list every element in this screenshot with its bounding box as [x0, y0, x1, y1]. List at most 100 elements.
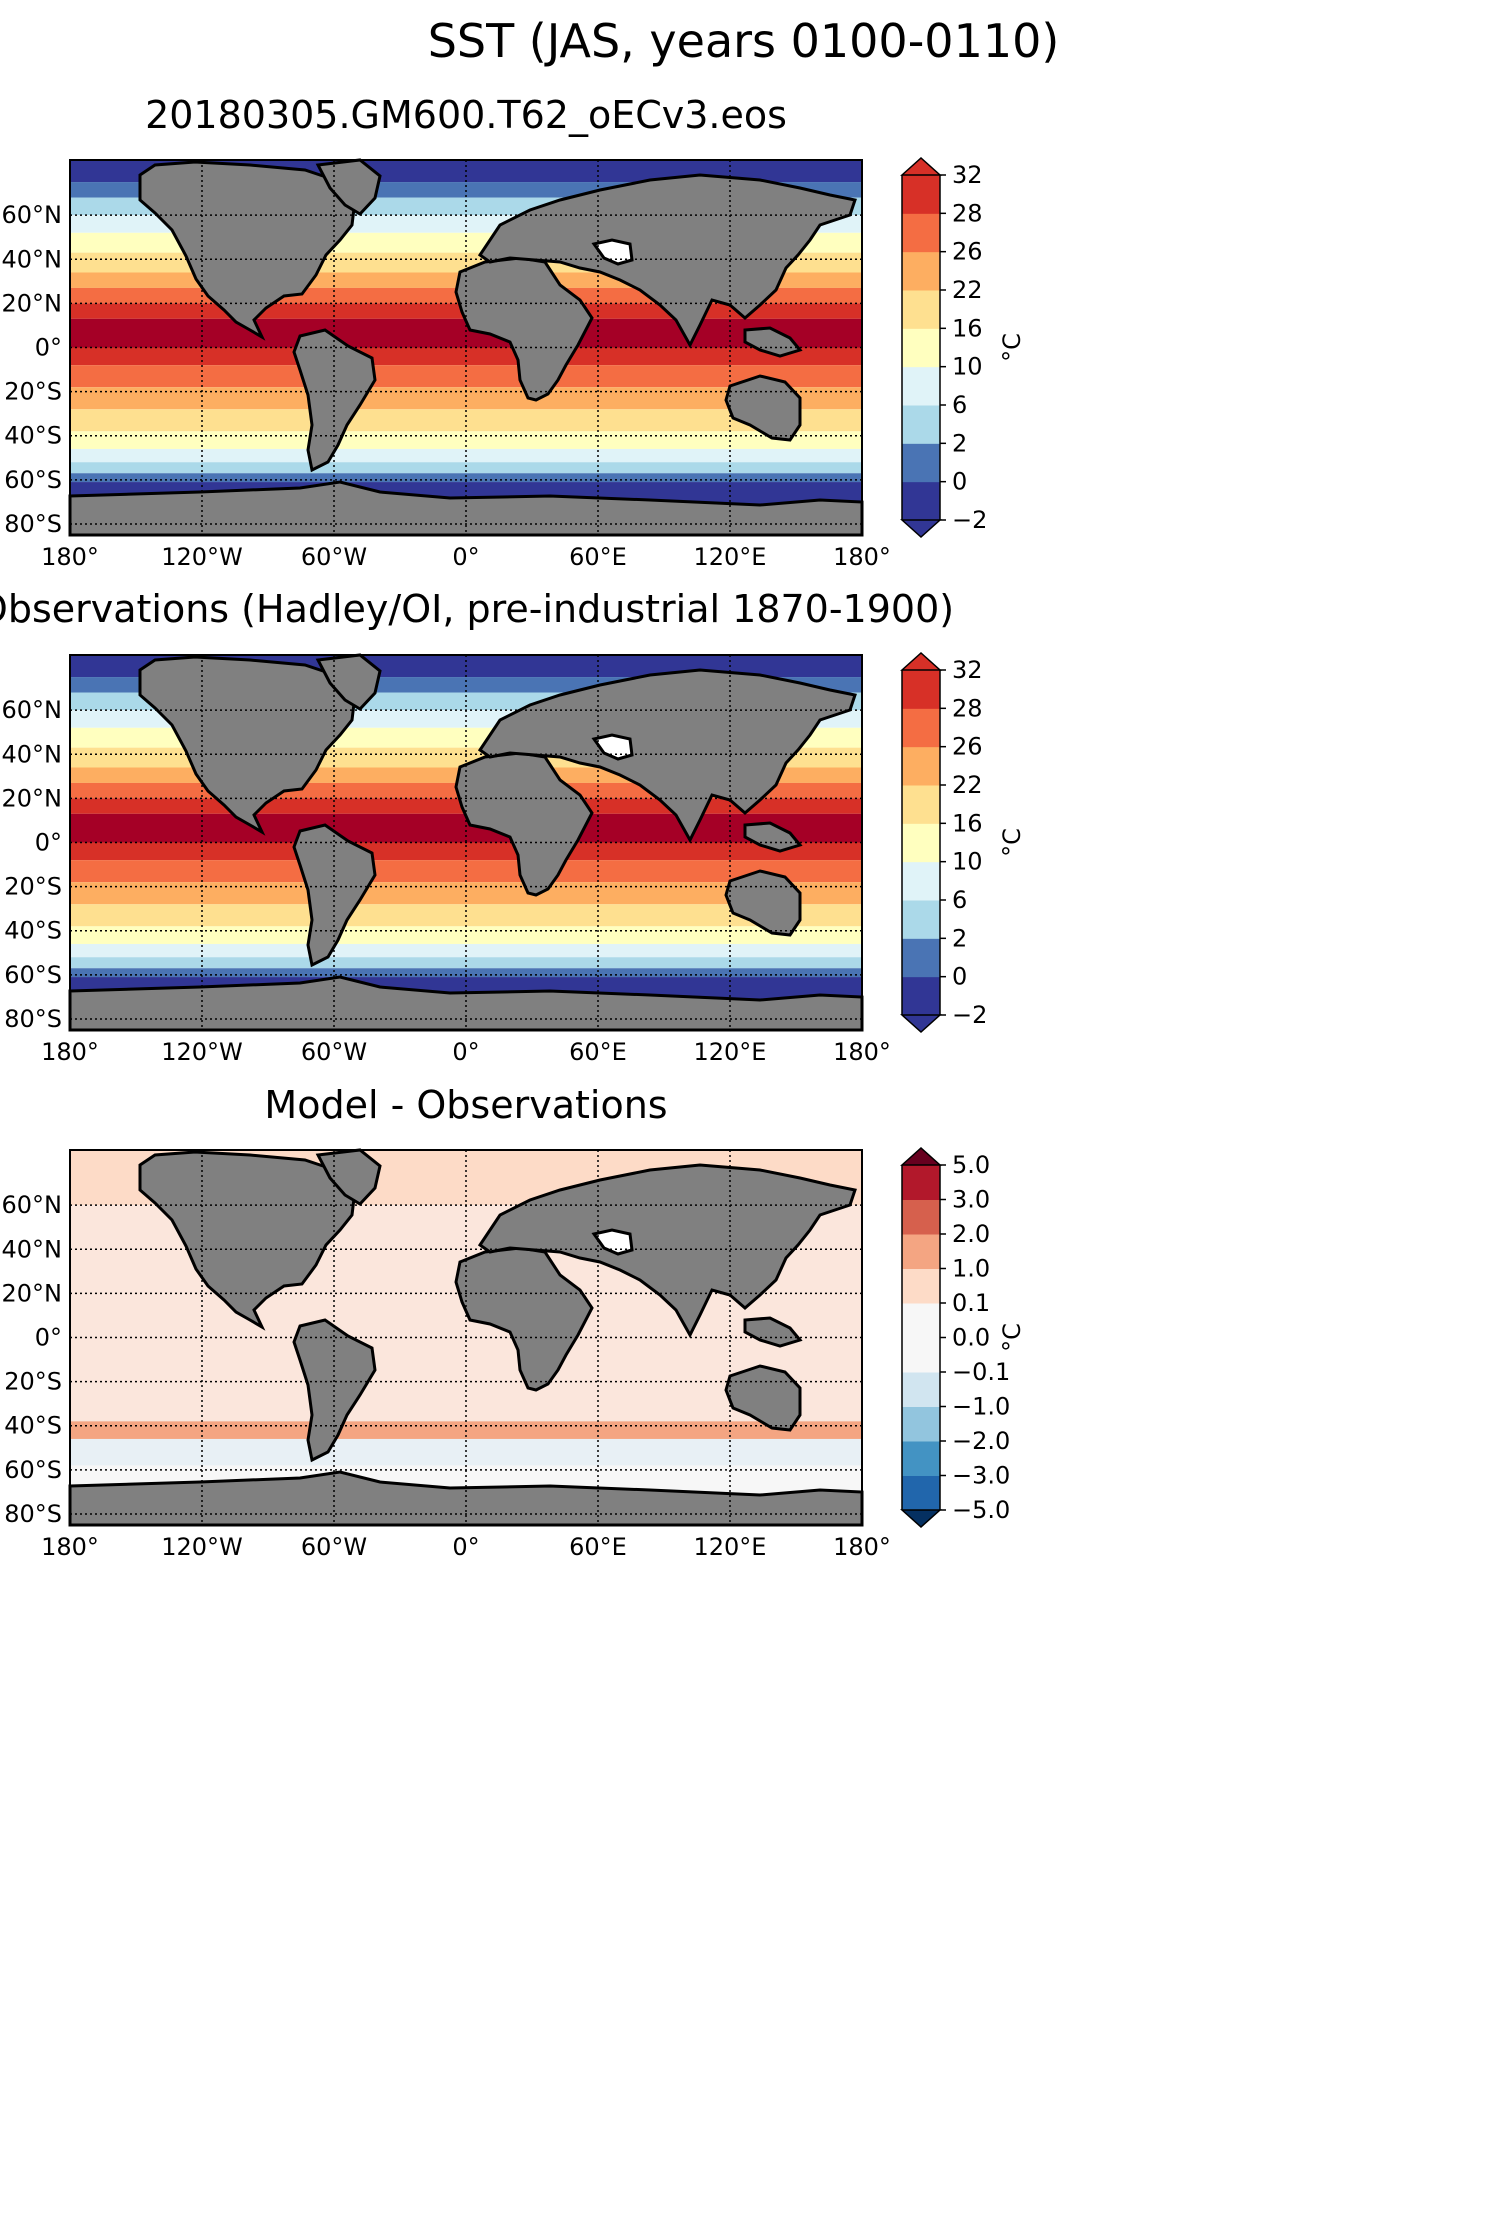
y-tick-label: 20°N — [2, 784, 63, 812]
plot-frame — [69, 654, 863, 1031]
colorbar-extend-top — [900, 1146, 942, 1166]
colorbar-tick-label: 6 — [952, 886, 967, 914]
panel-title: Model - Observations — [264, 1083, 667, 1127]
colorbar-tick-label: −2 — [952, 506, 987, 534]
y-tick-label: 20°S — [4, 873, 62, 901]
x-tick-label: 180° — [833, 1533, 891, 1561]
y-tick-label: 0° — [35, 1324, 62, 1352]
y-tick-label: 20°S — [4, 1368, 62, 1396]
colorbar-tick-label: 3.0 — [952, 1186, 990, 1214]
colorbar-tick-label: 10 — [952, 353, 983, 381]
x-tick-label: 180° — [41, 1533, 99, 1561]
colorbar-segment — [902, 785, 940, 824]
colorbar-tick-label: 0.0 — [952, 1324, 990, 1352]
colorbar-extend-bottom — [900, 1509, 942, 1529]
colorbar-segment — [902, 900, 940, 939]
data-band — [70, 462, 862, 474]
colorbar: −5.0 −3.0 −2.0 −1.0 −0.1 0.0 0.1 1.0 2.0 3.0 5.0 °C — [900, 1146, 1026, 1529]
y-tick-label: 40°N — [2, 740, 63, 768]
colorbar-tick-label: 26 — [952, 733, 983, 761]
colorbar-tick-label: 26 — [952, 238, 983, 266]
colorbar-segment — [902, 1441, 940, 1476]
colorbar-tick-label: −1.0 — [952, 1393, 1010, 1421]
colorbar-segment — [902, 976, 940, 1016]
y-tick-label: 60°S — [4, 961, 62, 989]
colorbar-extend-bottom — [900, 519, 942, 539]
colorbar-extend-bottom — [900, 1014, 942, 1034]
y-tick-label: 20°N — [2, 1279, 63, 1307]
y-tick-label: 40°S — [4, 1412, 62, 1440]
colorbar-tick-label: 10 — [952, 848, 983, 876]
colorbar-segment — [902, 443, 940, 483]
colorbar-tick-label: 22 — [952, 276, 983, 304]
colorbar-tick-label: 1.0 — [952, 1255, 990, 1283]
panel-title: Observations (Hadley/OI, pre-industrial … — [0, 587, 954, 631]
colorbar-segment — [902, 1303, 940, 1338]
x-tick-label: 120°W — [161, 1038, 243, 1066]
colorbar-tick-label: 28 — [952, 694, 983, 722]
colorbar-segment — [902, 746, 940, 786]
colorbar-tick-label: 0.1 — [952, 1289, 990, 1317]
colorbar-segment — [902, 938, 940, 978]
plot-frame — [69, 1149, 863, 1526]
data-band — [70, 957, 862, 969]
colorbar-segment — [902, 213, 940, 253]
colorbar-segment — [902, 1372, 940, 1407]
colorbar-tick-label: 6 — [952, 391, 967, 419]
y-tick-label: 0° — [35, 829, 62, 857]
colorbar-segment — [902, 175, 940, 214]
y-tick-label: 60°N — [2, 201, 63, 229]
colorbar-segment — [902, 861, 940, 901]
x-tick-label: 0° — [452, 1038, 479, 1066]
data-band — [70, 473, 862, 483]
x-tick-label: 60°E — [569, 1533, 627, 1561]
colorbar-unit-label: °C — [998, 828, 1026, 857]
x-tick-label: 60°E — [569, 1038, 627, 1066]
y-tick-label: 0° — [35, 334, 62, 362]
colorbar-tick-label: 32 — [952, 656, 983, 684]
y-tick-label: 20°S — [4, 378, 62, 406]
x-tick-label: 60°W — [301, 1038, 367, 1066]
colorbar-segment — [902, 708, 940, 748]
figure-suptitle: SST (JAS, years 0100-0110) — [427, 14, 1060, 68]
y-tick-label: 40°N — [2, 245, 63, 273]
colorbar-tick-label: 2 — [952, 924, 967, 952]
x-tick-label: 0° — [452, 543, 479, 571]
panel-title: 20180305.GM600.T62_oECv3.eos — [145, 93, 787, 137]
plot-frame — [69, 159, 863, 536]
colorbar-segment — [902, 405, 940, 444]
y-tick-label: 60°N — [2, 696, 63, 724]
colorbar-segment — [902, 823, 940, 863]
colorbar-tick-label: 16 — [952, 809, 983, 837]
colorbar-tick-label: −0.1 — [952, 1358, 1010, 1386]
colorbar-segment — [902, 481, 940, 521]
colorbar-tick-label: −2 — [952, 1001, 987, 1029]
y-tick-label: 80°S — [4, 1005, 62, 1033]
colorbar-unit-label: °C — [998, 1323, 1026, 1352]
x-tick-label: 60°W — [301, 1533, 367, 1561]
x-tick-label: 120°W — [161, 1533, 243, 1561]
colorbar-unit-label: °C — [998, 333, 1026, 362]
x-tick-label: 60°W — [301, 543, 367, 571]
x-tick-label: 60°E — [569, 543, 627, 571]
data-band — [70, 968, 862, 978]
y-tick-label: 40°S — [4, 917, 62, 945]
data-band — [70, 387, 862, 410]
colorbar-tick-label: 2.0 — [952, 1220, 990, 1248]
colorbar-segment — [902, 290, 940, 329]
y-tick-label: 60°S — [4, 1456, 62, 1484]
colorbar-extend-top — [900, 651, 942, 671]
y-tick-label: 80°S — [4, 510, 62, 538]
colorbar-segment — [902, 251, 940, 291]
colorbar-tick-label: 32 — [952, 161, 983, 189]
x-tick-label: 180° — [41, 1038, 99, 1066]
colorbar-segment — [902, 670, 940, 709]
x-tick-label: 180° — [833, 543, 891, 571]
colorbar-tick-label: −3.0 — [952, 1462, 1010, 1490]
x-tick-label: 180° — [41, 543, 99, 571]
colorbar-tick-label: 28 — [952, 199, 983, 227]
